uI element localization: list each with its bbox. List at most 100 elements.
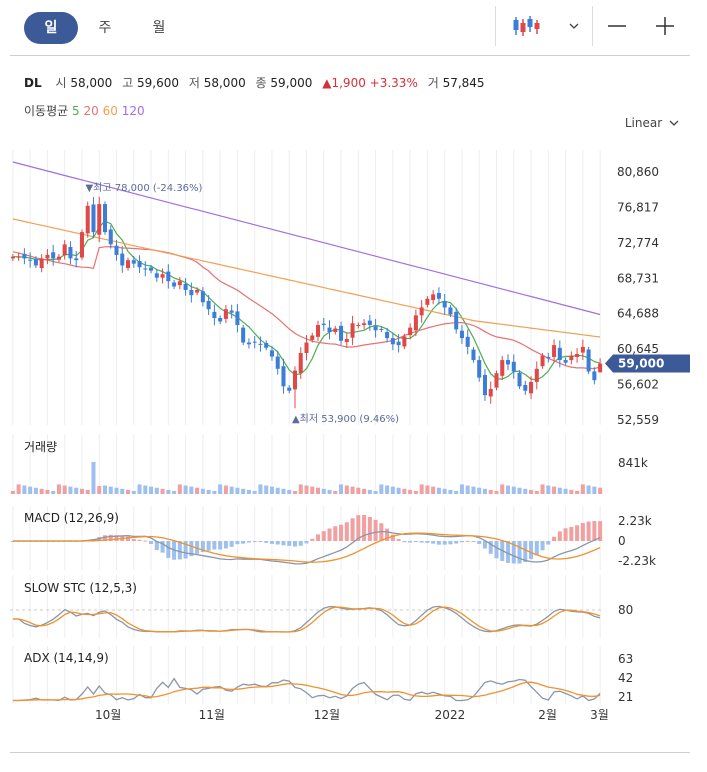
macd-histogram-bar [442,541,447,545]
macd-histogram-bar [488,541,493,554]
toolbar-divider [495,6,496,46]
candle-body [563,360,568,363]
volume-bar [28,486,33,494]
macd-histogram-bar [367,516,372,541]
zoom-out-button[interactable] [593,6,641,46]
macd-histogram-bar [580,523,585,541]
candle-body [166,271,171,282]
macd-histogram-bar [183,541,188,559]
volume-bar [218,484,223,494]
zoom-in-button[interactable] [641,6,689,46]
volume-bar [344,485,349,494]
volume-bar [517,487,522,494]
candle-body [454,311,459,330]
ma-legend: 이동평균 5 20 60 120 [24,102,145,119]
candle-body [97,204,102,235]
candle-body [281,366,286,387]
volume-bar [350,486,355,494]
macd-histogram-bar [419,541,424,543]
candle-body [195,289,200,293]
scale-select[interactable]: Linear [625,116,679,130]
volume-bar [126,489,131,494]
candle-body [177,281,182,286]
stc-tick-label: 80 [618,603,633,617]
candle-body [580,346,585,353]
candle-body [143,268,148,270]
volume-bar [419,484,424,494]
volume-bar [62,485,67,494]
volume-bar [56,484,61,494]
slow-stc-pane: SLOW STC (12,5,3) 80 [10,581,633,633]
macd-histogram-bar [310,538,315,541]
adx-pane: ADX (14,14,9) 63 42 21 [12,651,633,704]
macd-signal-line [12,532,601,563]
candle-body [45,254,50,259]
open-label: 시 [55,76,67,90]
adx-tick-label: 21 [618,690,633,704]
ma-5: 5 [72,104,80,118]
chart-type-button[interactable] [496,6,556,46]
volume-bar [154,487,159,494]
macd-histogram-bar [195,541,200,554]
chart-type-dropdown[interactable] [556,6,592,46]
macd-histogram-bar [339,524,344,541]
volume-bar [287,489,292,494]
candle-body [206,300,211,310]
candle-body [264,342,269,348]
price-tick-label: 60,645 [617,342,659,356]
candle-body [505,360,511,365]
candle-body [419,307,424,316]
volume-bar [592,486,597,494]
volume-bar [546,485,551,494]
candle-body [62,244,67,256]
candle-body [212,311,217,318]
candle-body [154,273,159,278]
volume-bar [327,489,332,494]
candle-body [471,349,476,361]
macd-histogram-bar [229,541,234,547]
candle-body [448,307,453,315]
volume-bar [425,485,430,494]
candle-body [344,339,349,343]
volume-bar [563,488,568,494]
candle-body [569,355,574,361]
volume-bar [131,491,136,494]
volume-bar [200,488,205,494]
adx-line [12,677,601,702]
volume-bar [91,462,96,494]
volume-bar [333,491,338,494]
low-label: 저 [188,76,200,90]
candle-body [431,294,436,301]
macd-histogram-bar [241,541,246,544]
candle-body [108,229,113,245]
macd-histogram-bar [189,541,194,557]
macd-histogram-bar [344,522,349,541]
macd-histogram-bar [108,534,113,541]
tab-daily[interactable]: 일 [24,12,78,44]
volume-bar [436,487,441,494]
candle-body [586,349,591,372]
volume-bar [33,487,38,494]
candle-body [126,260,131,269]
period-tabs: 일 주 월 [24,12,186,44]
tab-weekly[interactable]: 주 [98,20,112,36]
tab-monthly[interactable]: 월 [152,20,166,36]
price-tick-label: 76,817 [617,200,659,214]
volume-value: 57,845 [442,76,485,90]
macd-histogram-bar [102,535,108,541]
close-value: 59,000 [270,76,313,90]
time-tick-label: 11월 [199,708,225,722]
macd-histogram-bar [592,521,597,541]
macd-histogram-bar [454,541,459,544]
macd-histogram-bar [471,541,476,542]
candle-body [10,256,15,259]
volume-bar [529,489,534,494]
macd-histogram-bar [287,541,292,546]
volume-bar [241,488,246,494]
macd-histogram-bar [459,541,464,543]
volume-bar [373,491,378,494]
volume-bar [212,491,217,494]
macd-histogram-bar [218,541,223,550]
candle-body [500,360,505,376]
